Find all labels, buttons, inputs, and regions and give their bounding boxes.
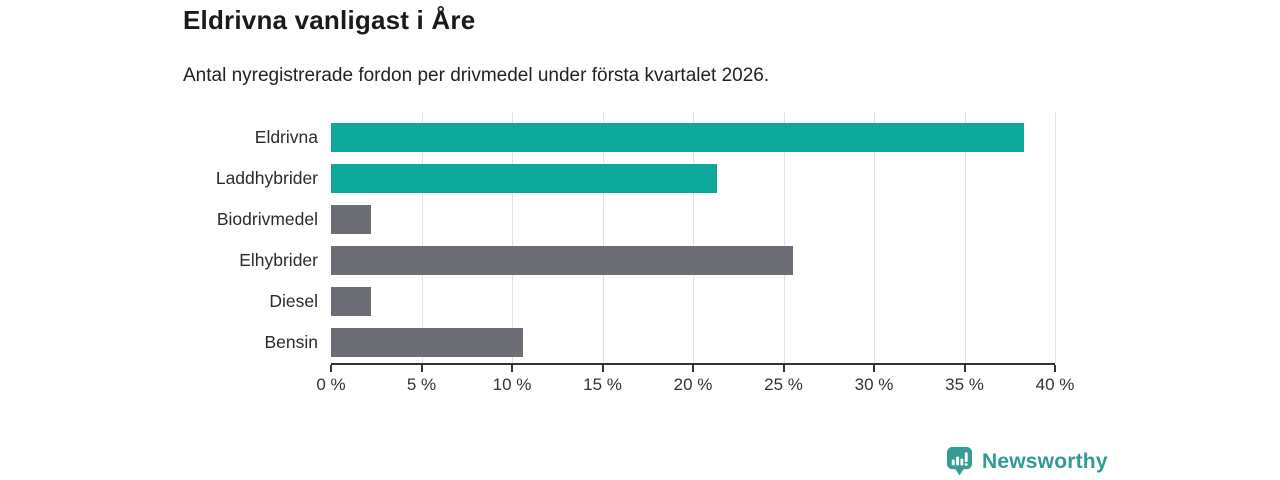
gridline xyxy=(512,112,513,363)
axis-tick-label: 25 % xyxy=(764,375,803,394)
category-label: Eldrivna xyxy=(254,127,318,147)
bar xyxy=(331,205,371,234)
axis-tick-label: 20 % xyxy=(673,375,713,394)
chart-title: Eldrivna vanligast i Åre xyxy=(183,5,476,35)
axis-tick-label: 10 % xyxy=(492,375,532,394)
gridline xyxy=(1055,112,1056,363)
category-label: Biodrivmedel xyxy=(216,209,318,229)
gridline xyxy=(693,112,694,363)
bar xyxy=(331,287,371,316)
x-axis: 0 % 5 % 10 % 15 % 20 % 25 % 30 % 35 % 40 % xyxy=(316,365,1074,405)
axis-tick xyxy=(1054,365,1056,372)
newsworthy-logo-text: Newsworthy xyxy=(982,449,1108,473)
newsworthy-logo: Newsworthy xyxy=(946,446,1108,477)
axis-tick-label: 5 % xyxy=(406,375,437,394)
axis-tick-label: 35 % xyxy=(945,375,984,394)
axis-tick xyxy=(692,365,694,372)
axis-tick-label: 15 % xyxy=(583,375,622,394)
bar xyxy=(331,246,793,275)
axis-tick xyxy=(873,365,875,372)
axis-tick-label: 0 % xyxy=(316,375,346,394)
gridline xyxy=(421,112,423,363)
bar xyxy=(331,123,1025,152)
category-label: Bensin xyxy=(264,332,318,352)
category-label: Elhybrider xyxy=(239,250,318,270)
newsworthy-logo-icon xyxy=(946,447,973,476)
axis-tick-label: 30 % xyxy=(854,375,894,394)
axis-tick-label: 40 % xyxy=(1035,375,1075,394)
gridline xyxy=(602,112,604,363)
chart-subtitle: Antal nyregistrerade fordon per drivmede… xyxy=(183,65,770,86)
axis-tick xyxy=(782,365,785,372)
category-label: Laddhybrider xyxy=(215,168,318,188)
plot-area xyxy=(331,112,1056,365)
axis-tick xyxy=(420,365,423,372)
bar xyxy=(331,164,717,193)
gridline xyxy=(783,112,785,363)
gridline xyxy=(964,112,966,363)
axis-tick xyxy=(330,365,332,372)
axis-tick xyxy=(511,365,513,372)
category-labels: Eldrivna Laddhybrider Biodrivmedel Elhybrid… xyxy=(0,117,318,363)
axis-tick xyxy=(963,365,966,372)
bar xyxy=(331,328,523,357)
category-label: Diesel xyxy=(269,291,318,311)
gridline xyxy=(874,112,875,363)
axis-tick xyxy=(601,365,604,372)
